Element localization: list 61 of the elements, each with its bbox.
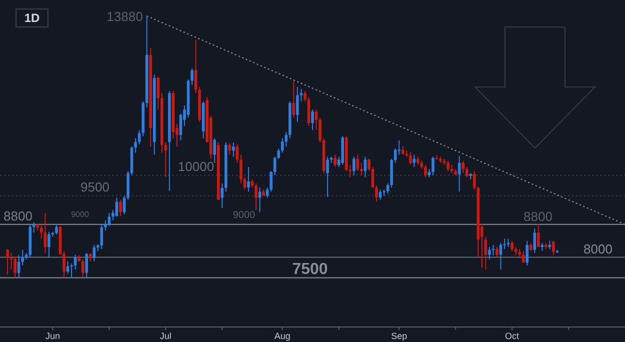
candlestick <box>220 182 224 209</box>
candlestick <box>247 166 250 192</box>
annotation: 13880 <box>106 9 143 24</box>
candlestick <box>311 109 314 131</box>
x-tick-label: Jun <box>45 331 60 341</box>
candlestick <box>85 252 88 278</box>
candlestick <box>360 162 363 176</box>
candlestick <box>6 248 9 276</box>
candlestick <box>488 246 491 260</box>
candlestick <box>10 252 13 270</box>
annotation: 9000 <box>232 210 256 221</box>
candlestick <box>254 182 258 211</box>
candlestick <box>533 228 536 254</box>
candlestick <box>537 224 540 248</box>
candlestick <box>258 187 262 213</box>
candlestick <box>55 224 58 236</box>
candlestick <box>119 199 122 217</box>
x-tick-label: Jul <box>160 331 172 341</box>
candlestick <box>334 154 336 168</box>
candlestick <box>375 184 378 202</box>
candlestick <box>326 156 329 198</box>
candlestick <box>424 164 427 178</box>
candlestick <box>352 156 356 176</box>
ref-line-label: 8800 <box>4 208 32 224</box>
candlestick <box>156 76 160 110</box>
candlestick <box>213 138 216 164</box>
candlestick <box>48 231 50 258</box>
ref-line-label: 10000 <box>178 159 214 174</box>
candlestick <box>292 80 296 118</box>
candlestick <box>446 160 450 172</box>
candlestick <box>92 244 96 262</box>
x-tick-label: Sep <box>391 331 408 341</box>
candlestick <box>232 142 235 158</box>
candlestick <box>62 250 66 278</box>
ref-line-label: 7500 <box>292 260 328 278</box>
candlestick <box>510 240 514 252</box>
x-tick-label: Oct <box>505 331 520 341</box>
x-tick-label: Aug <box>274 331 290 341</box>
candlestick <box>296 86 299 122</box>
annotation: 9000 <box>71 210 90 219</box>
candlestick <box>108 212 111 227</box>
candlestick <box>378 189 382 200</box>
candlestick <box>496 246 498 258</box>
candlestick <box>368 158 370 172</box>
candlestick <box>32 222 36 234</box>
candlestick <box>465 166 468 178</box>
candlestick <box>499 242 502 270</box>
candlestick <box>526 240 529 266</box>
candlestick <box>462 160 464 174</box>
ref-line-label: 9500 <box>80 180 110 195</box>
candlestick <box>408 152 412 166</box>
candlestick <box>552 240 555 256</box>
candlestick <box>44 212 47 254</box>
annotation: 8800 <box>524 209 552 224</box>
candlestick <box>492 244 495 256</box>
candlestick <box>14 256 16 278</box>
text: 1D <box>24 11 40 25</box>
candlestick <box>70 262 73 278</box>
candlestick <box>484 236 488 270</box>
candlestick <box>432 156 434 176</box>
ref-line-label: 8000 <box>584 241 612 256</box>
